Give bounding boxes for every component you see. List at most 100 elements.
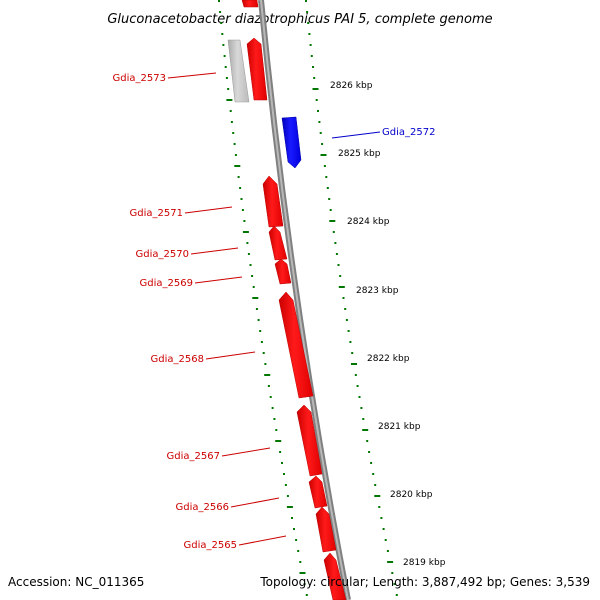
label-gdia-2567[interactable]: Gdia_2567 bbox=[167, 451, 220, 462]
tick-inner bbox=[226, 99, 233, 101]
tick-outer bbox=[329, 220, 336, 222]
tick-outer bbox=[344, 308, 347, 310]
tick-inner bbox=[305, 594, 308, 596]
tick-inner bbox=[234, 165, 241, 167]
tick-outer bbox=[334, 242, 337, 244]
tick-outer bbox=[370, 462, 373, 464]
tick-inner bbox=[259, 330, 262, 332]
tick-outer bbox=[332, 231, 335, 233]
gene-arrow-gdia-2567[interactable] bbox=[296, 404, 323, 477]
label-gdia-2573[interactable]: Gdia_2573 bbox=[113, 73, 166, 84]
label-gdia-2565[interactable]: Gdia_2565 bbox=[184, 540, 237, 551]
tick-inner bbox=[220, 22, 223, 24]
gene-arrow-gdia-2573[interactable] bbox=[246, 37, 268, 101]
kbp-label-2822: 2822 kbp bbox=[367, 354, 410, 364]
gene-arrow-bottom-edge[interactable] bbox=[323, 552, 347, 600]
tick-outer bbox=[374, 484, 377, 486]
tick-inner bbox=[273, 418, 276, 420]
gene-arrow-gdia-2568[interactable] bbox=[278, 291, 314, 399]
tick-inner bbox=[232, 132, 235, 134]
tick-inner bbox=[257, 319, 260, 321]
tick-outer bbox=[325, 176, 328, 178]
label-gdia-2571[interactable]: Gdia_2571 bbox=[130, 208, 183, 219]
tick-inner bbox=[247, 253, 250, 255]
kbp-label-2821: 2821 kbp bbox=[378, 422, 421, 432]
tick-outer bbox=[374, 495, 381, 497]
tick-inner bbox=[239, 187, 242, 189]
tick-inner bbox=[299, 561, 302, 563]
gene-arrow-gdia-2573-partial[interactable] bbox=[227, 39, 250, 103]
label-gdia-2570[interactable]: Gdia_2570 bbox=[136, 249, 189, 260]
tick-inner bbox=[251, 275, 254, 277]
gene-arrow-gdia-2566[interactable] bbox=[308, 475, 328, 509]
tick-outer bbox=[349, 341, 352, 343]
gene-arrow-gdia-2565[interactable] bbox=[315, 506, 337, 553]
tick-inner bbox=[230, 121, 233, 123]
tick-outer bbox=[328, 198, 331, 200]
tick-outer bbox=[386, 550, 389, 552]
tick-inner bbox=[233, 143, 236, 145]
tick-inner bbox=[262, 352, 265, 354]
tick-outer bbox=[368, 451, 371, 453]
tick-inner bbox=[275, 429, 278, 431]
tick-outer bbox=[337, 264, 340, 266]
tick-inner bbox=[291, 517, 293, 519]
leader-gdia-2567 bbox=[221, 447, 271, 457]
tick-outer bbox=[342, 297, 345, 299]
genome-summary-text: Topology: circular; Length: 3,887,492 bp… bbox=[259, 575, 590, 589]
tick-inner bbox=[264, 363, 267, 365]
label-gdia-2569[interactable]: Gdia_2569 bbox=[140, 278, 193, 289]
tick-outer bbox=[319, 132, 322, 134]
tick-inner bbox=[297, 550, 300, 552]
kbp-label-2826: 2826 kbp bbox=[330, 81, 373, 91]
tick-outer bbox=[384, 539, 387, 541]
gene-arrow-gdia-2571[interactable] bbox=[262, 175, 284, 228]
tick-outer bbox=[351, 352, 354, 354]
gene-arrow-gdia-2569[interactable] bbox=[274, 258, 292, 285]
tick-outer bbox=[312, 88, 319, 90]
tick-ring-inner bbox=[218, 0, 308, 596]
tick-inner bbox=[275, 440, 282, 442]
tick-outer bbox=[356, 385, 359, 387]
tick-inner bbox=[281, 462, 283, 464]
tick-inner bbox=[279, 451, 282, 453]
tick-outer bbox=[329, 209, 332, 211]
tick-outer bbox=[339, 275, 342, 277]
tick-outer bbox=[326, 187, 329, 189]
tick-outer bbox=[362, 418, 365, 420]
tick-ring-outer bbox=[305, 0, 398, 596]
gene-arrow-gdia-2572[interactable] bbox=[281, 116, 302, 169]
tick-inner bbox=[223, 55, 226, 57]
tick-outer bbox=[393, 583, 396, 585]
tick-inner bbox=[252, 286, 255, 288]
tick-inner bbox=[224, 66, 227, 68]
tick-inner bbox=[252, 297, 259, 299]
tick-outer bbox=[351, 363, 357, 365]
tick-inner bbox=[284, 484, 287, 486]
tick-inner bbox=[249, 264, 252, 266]
tick-inner bbox=[227, 88, 230, 90]
tick-outer bbox=[307, 22, 310, 24]
tick-outer bbox=[354, 374, 357, 376]
label-gdia-2572[interactable]: Gdia_2572 bbox=[382, 127, 435, 138]
tick-inner bbox=[255, 308, 258, 310]
leader-gdia-2568 bbox=[205, 351, 256, 360]
tick-inner bbox=[241, 209, 244, 211]
map-title: Gluconacetobacter diazotrophicus PAI 5, … bbox=[107, 12, 492, 27]
label-gdia-2566[interactable]: Gdia_2566 bbox=[176, 502, 229, 513]
tick-inner bbox=[234, 154, 237, 156]
kbp-label-2819: 2819 kbp bbox=[403, 558, 446, 568]
leader-gdia-2572 bbox=[331, 131, 381, 139]
tick-outer bbox=[321, 143, 324, 145]
label-gdia-2568[interactable]: Gdia_2568 bbox=[151, 354, 204, 365]
gene-arrow-top-edge[interactable] bbox=[241, 0, 259, 8]
tick-outer bbox=[317, 110, 319, 112]
tick-outer bbox=[347, 330, 350, 332]
tick-inner bbox=[219, 11, 222, 13]
tick-inner bbox=[286, 495, 289, 497]
leader-gdia-2566 bbox=[230, 497, 280, 508]
gene-arrow-gdia-2570[interactable] bbox=[268, 225, 288, 261]
kbp-label-2823: 2823 kbp bbox=[356, 286, 399, 296]
genome-backbone-highlight bbox=[260, 0, 349, 600]
tick-outer bbox=[362, 429, 369, 431]
